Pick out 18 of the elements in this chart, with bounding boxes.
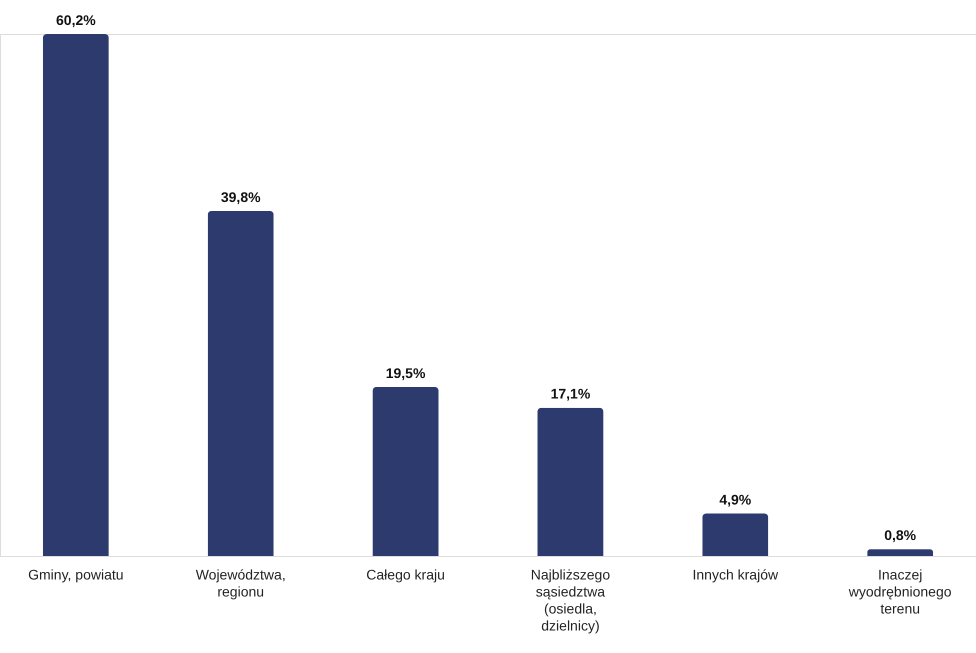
x-tick-label: Najbliższego sąsiedztwa (osiedla, dzielnicy): [530, 566, 610, 634]
data-label: 39,8%: [220, 188, 262, 205]
data-label: 60,2%: [56, 12, 96, 28]
x-tick-label: Inaczej wyodrębnionego terenu: [848, 566, 952, 616]
bar: [702, 514, 768, 556]
x-tick-label: Innych krajów: [692, 566, 779, 582]
x-tick-label: Całego kraju: [366, 566, 445, 582]
bar: [537, 408, 604, 556]
data-label: 0,8%: [884, 527, 917, 544]
bar: [867, 549, 934, 556]
data-label: 4,9%: [719, 492, 752, 508]
bar: [208, 210, 274, 556]
x-tick-label: Gminy, powiatu: [28, 566, 124, 582]
data-label: 17,1%: [550, 386, 591, 402]
data-label: 19,5%: [386, 364, 426, 381]
x-tick-label: Województwa, regionu: [196, 566, 286, 600]
bar: [42, 34, 109, 556]
bar: [372, 386, 439, 556]
